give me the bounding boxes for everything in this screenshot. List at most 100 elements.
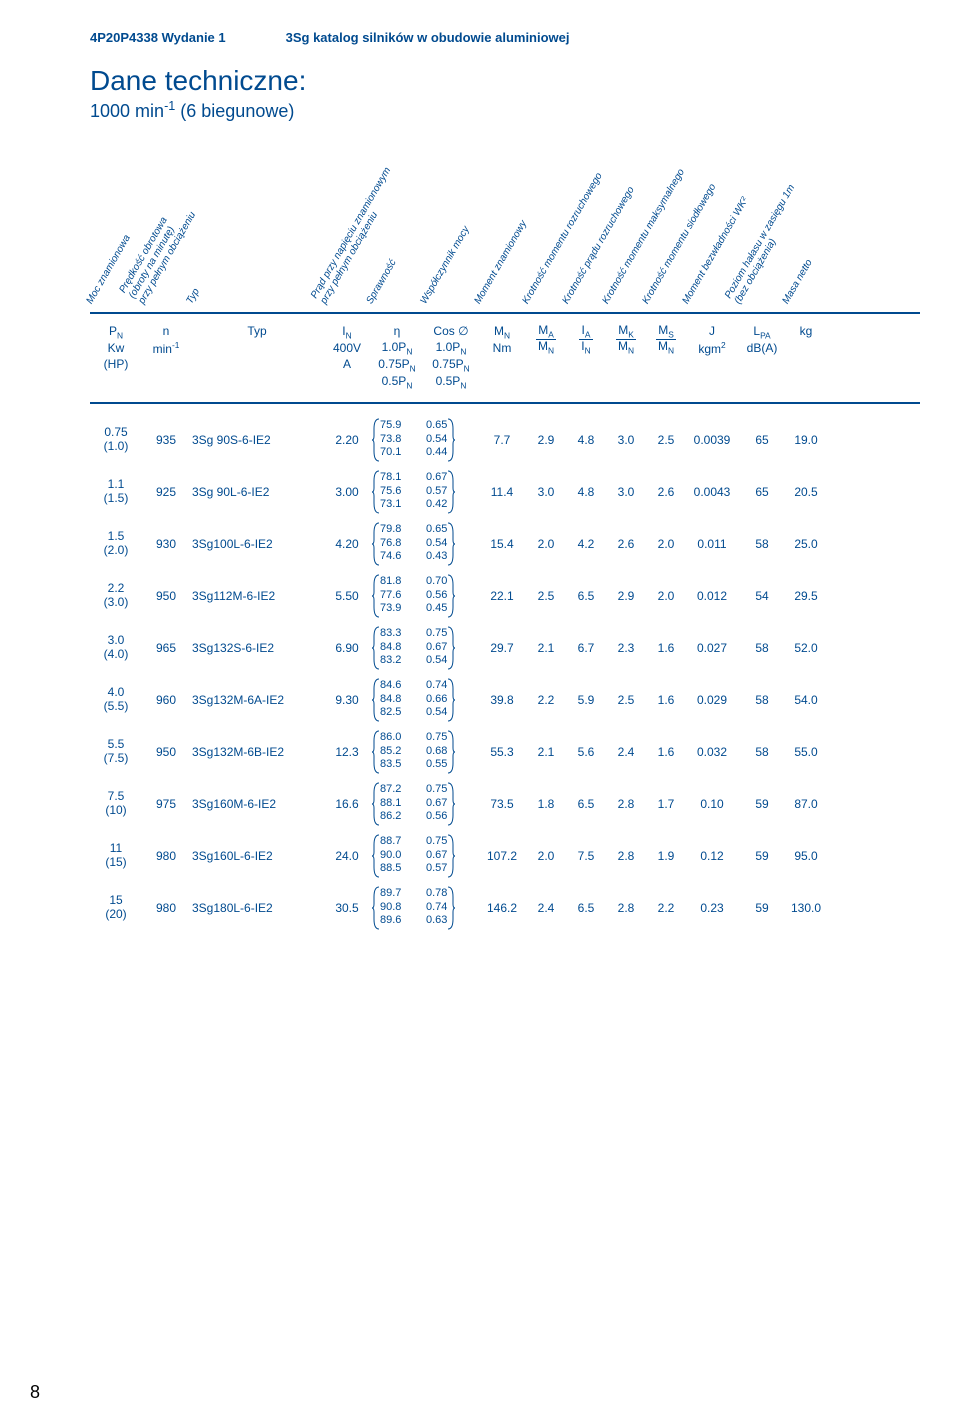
title-main: Dane techniczne: [90, 65, 920, 97]
cell-pn: 5.5(7.5) [90, 738, 142, 766]
cell-typ: 3Sg132S-6-IE2 [190, 641, 324, 655]
cell-mk: 2.4 [606, 745, 646, 759]
sym-in: IN400VA [324, 324, 370, 392]
cell-cos: 0.650.540.44 [424, 418, 478, 462]
table-row: 3.0(4.0)9653Sg132S-6-IE26.9083.384.883.2… [90, 626, 920, 670]
cell-ms: 1.6 [646, 641, 686, 655]
cell-j: 0.12 [686, 849, 738, 863]
cell-mn: 22.1 [478, 589, 526, 603]
sym-j: Jkgm2 [686, 324, 738, 392]
cell-in: 24.0 [324, 849, 370, 863]
sym-ms: MSMN [646, 324, 686, 392]
cell-mn: 7.7 [478, 433, 526, 447]
cell-kg: 52.0 [786, 641, 826, 655]
cell-pn: 7.5(10) [90, 790, 142, 818]
table-row: 4.0(5.5)9603Sg132M-6A-IE29.3084.684.882.… [90, 678, 920, 722]
cell-ma: 2.0 [526, 537, 566, 551]
cell-ia: 6.7 [566, 641, 606, 655]
cell-lpa: 58 [738, 641, 786, 655]
cell-pn: 3.0(4.0) [90, 634, 142, 662]
cell-mk: 2.8 [606, 901, 646, 915]
cell-ma: 2.1 [526, 641, 566, 655]
cell-mk: 2.9 [606, 589, 646, 603]
diag-label: Masa netto [780, 258, 814, 306]
cell-ia: 6.5 [566, 797, 606, 811]
cell-n: 980 [142, 901, 190, 915]
cell-kg: 87.0 [786, 797, 826, 811]
cell-mn: 107.2 [478, 849, 526, 863]
sym-mn: MNNm [478, 324, 526, 392]
diag-label: Moc znamionowa [84, 233, 132, 306]
cell-j: 0.027 [686, 641, 738, 655]
cell-ms: 2.0 [646, 589, 686, 603]
cell-ma: 2.2 [526, 693, 566, 707]
cell-in: 16.6 [324, 797, 370, 811]
cell-pn: 0.75(1.0) [90, 426, 142, 454]
cell-typ: 3Sg180L-6-IE2 [190, 901, 324, 915]
cell-cos: 0.750.670.54 [424, 626, 478, 670]
sym-ia: IAIN [566, 324, 606, 392]
cell-ma: 2.0 [526, 849, 566, 863]
cell-in: 3.00 [324, 485, 370, 499]
cell-kg: 29.5 [786, 589, 826, 603]
cell-j: 0.011 [686, 537, 738, 551]
title-block: Dane techniczne: 1000 min-1 (6 biegunowe… [90, 65, 920, 122]
cell-typ: 3Sg160L-6-IE2 [190, 849, 324, 863]
cell-mn: 146.2 [478, 901, 526, 915]
cell-eta: 75.973.870.1 [370, 418, 424, 462]
cell-mk: 3.0 [606, 485, 646, 499]
cell-ma: 2.9 [526, 433, 566, 447]
data-table-body: 0.75(1.0)9353Sg 90S-6-IE22.2075.973.870.… [90, 418, 920, 930]
sym-pn: PNKw(HP) [90, 324, 142, 392]
diag-label: Typ [184, 287, 201, 306]
cell-lpa: 59 [738, 849, 786, 863]
title-sub: 1000 min-1 (6 biegunowe) [90, 99, 920, 122]
table-row: 1.5(2.0)9303Sg100L-6-IE24.2079.876.874.6… [90, 522, 920, 566]
cell-j: 0.0039 [686, 433, 738, 447]
sym-eta: η1.0PN0.75PN0.5PN [370, 324, 424, 392]
sym-mk: MKMN [606, 324, 646, 392]
cell-in: 9.30 [324, 693, 370, 707]
cell-typ: 3Sg100L-6-IE2 [190, 537, 324, 551]
cell-mn: 11.4 [478, 485, 526, 499]
cell-n: 950 [142, 589, 190, 603]
cell-n: 965 [142, 641, 190, 655]
cell-eta: 87.288.186.2 [370, 782, 424, 826]
cell-n: 935 [142, 433, 190, 447]
cell-lpa: 59 [738, 797, 786, 811]
cell-pn: 2.2(3.0) [90, 582, 142, 610]
cell-in: 30.5 [324, 901, 370, 915]
cell-n: 930 [142, 537, 190, 551]
cell-ms: 2.5 [646, 433, 686, 447]
sym-cos: Cos ∅1.0PN0.75PN0.5PN [424, 324, 478, 392]
cell-n: 925 [142, 485, 190, 499]
sym-kg: kg [786, 324, 826, 392]
cell-mn: 29.7 [478, 641, 526, 655]
cell-ma: 2.1 [526, 745, 566, 759]
cell-ia: 6.5 [566, 901, 606, 915]
doc-id: 4P20P4338 Wydanie 1 [90, 30, 226, 45]
cell-ma: 2.4 [526, 901, 566, 915]
column-labels-diagonal: Moc znamionowaPrędkość obrotowa(obroty n… [90, 152, 920, 312]
cell-mk: 2.3 [606, 641, 646, 655]
cell-ia: 7.5 [566, 849, 606, 863]
cell-j: 0.029 [686, 693, 738, 707]
cell-mk: 2.5 [606, 693, 646, 707]
cell-in: 12.3 [324, 745, 370, 759]
table-row: 5.5(7.5)9503Sg132M-6B-IE212.386.085.283.… [90, 730, 920, 774]
cell-cos: 0.750.670.56 [424, 782, 478, 826]
cell-ma: 3.0 [526, 485, 566, 499]
cell-kg: 54.0 [786, 693, 826, 707]
cell-n: 960 [142, 693, 190, 707]
cell-cos: 0.700.560.45 [424, 574, 478, 618]
cell-ia: 5.9 [566, 693, 606, 707]
cell-mk: 2.8 [606, 797, 646, 811]
cell-eta: 86.085.283.5 [370, 730, 424, 774]
table-row: 7.5(10)9753Sg160M-6-IE216.687.288.186.20… [90, 782, 920, 826]
cell-cos: 0.650.540.43 [424, 522, 478, 566]
cell-ms: 1.6 [646, 693, 686, 707]
cell-pn: 15(20) [90, 894, 142, 922]
cell-ma: 2.5 [526, 589, 566, 603]
cell-typ: 3Sg160M-6-IE2 [190, 797, 324, 811]
cell-cos: 0.780.740.63 [424, 886, 478, 930]
